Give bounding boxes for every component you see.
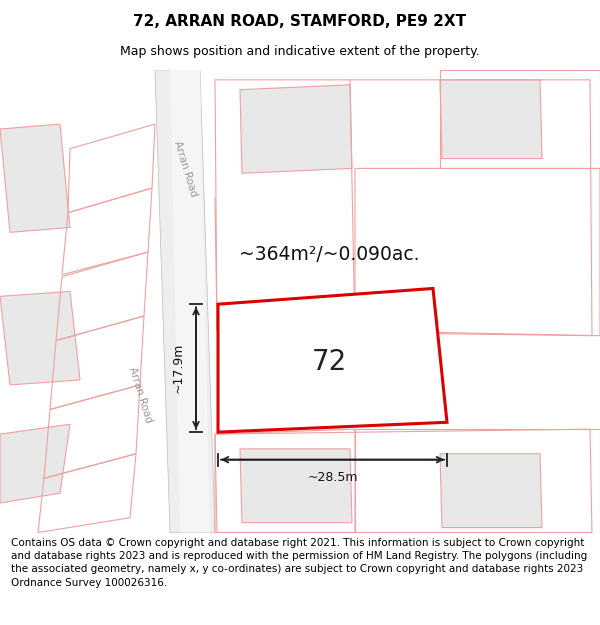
Text: ~28.5m: ~28.5m: [307, 471, 358, 484]
Polygon shape: [0, 124, 70, 232]
Polygon shape: [440, 80, 542, 159]
Polygon shape: [170, 70, 210, 532]
Polygon shape: [155, 70, 215, 532]
Text: 72: 72: [311, 348, 347, 376]
Polygon shape: [0, 424, 70, 503]
Polygon shape: [240, 85, 352, 173]
Polygon shape: [440, 454, 542, 528]
Text: Contains OS data © Crown copyright and database right 2021. This information is : Contains OS data © Crown copyright and d…: [11, 538, 587, 588]
Text: Arran Road: Arran Road: [172, 139, 198, 198]
Text: Arran Road: Arran Road: [127, 366, 153, 424]
Text: Map shows position and indicative extent of the property.: Map shows position and indicative extent…: [120, 46, 480, 58]
Text: ~17.9m: ~17.9m: [172, 343, 185, 393]
Polygon shape: [0, 291, 80, 385]
Text: ~364m²/~0.090ac.: ~364m²/~0.090ac.: [239, 246, 419, 264]
Polygon shape: [240, 449, 352, 522]
Polygon shape: [218, 289, 447, 432]
Text: 72, ARRAN ROAD, STAMFORD, PE9 2XT: 72, ARRAN ROAD, STAMFORD, PE9 2XT: [133, 14, 467, 29]
